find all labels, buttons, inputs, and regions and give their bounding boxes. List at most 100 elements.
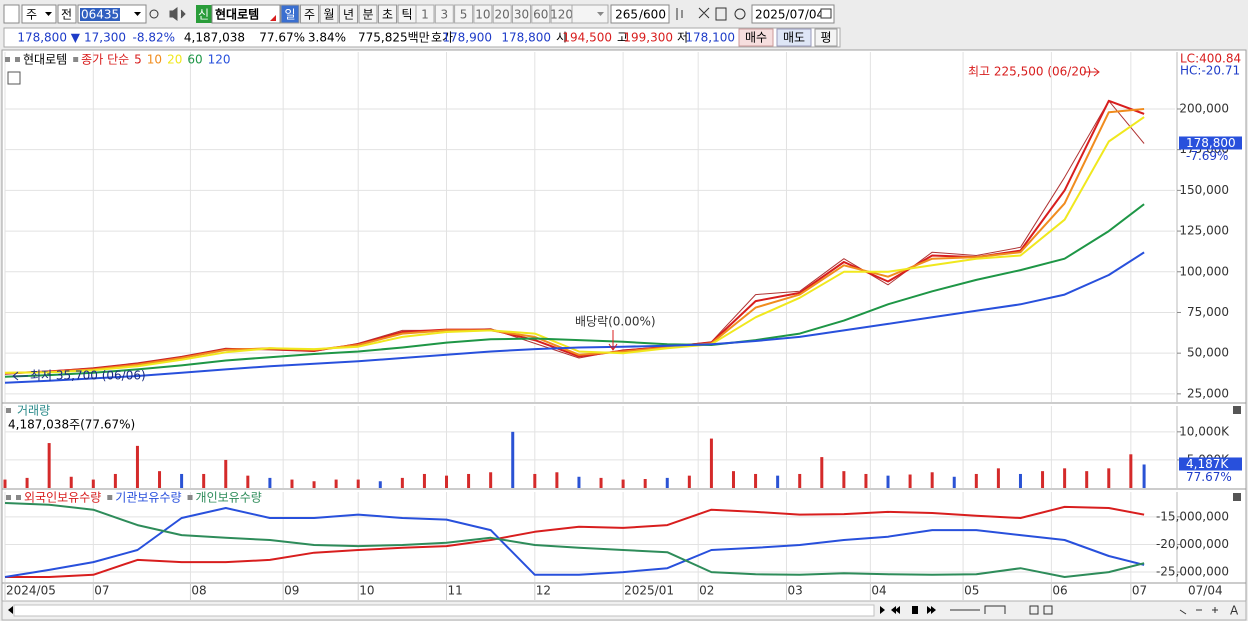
volume-bar xyxy=(246,475,250,488)
grid-toggle[interactable] xyxy=(7,71,21,85)
scroll-left[interactable] xyxy=(8,606,13,614)
label[interactable]: 월 xyxy=(323,8,334,22)
date-input[interactable] xyxy=(751,4,835,24)
quote-volume-ratio: 77.67% xyxy=(259,31,305,45)
search-icon[interactable] xyxy=(149,9,159,19)
legend-item[interactable]: 개인보유수량 xyxy=(196,491,262,505)
scroll-track[interactable] xyxy=(13,604,875,617)
label[interactable]: 10 xyxy=(475,8,490,22)
legend-item[interactable]: 5 xyxy=(134,53,142,67)
legend-swatch xyxy=(107,495,113,500)
label[interactable]: 틱 xyxy=(401,8,412,22)
quote-high: 199,300 xyxy=(623,31,673,45)
volume-bar xyxy=(908,474,912,488)
panel-close[interactable] xyxy=(1233,406,1241,414)
volume-bar xyxy=(422,473,426,488)
label: 2025/07/04 xyxy=(755,8,824,22)
volume-bar xyxy=(511,431,515,488)
interval-button[interactable] xyxy=(454,4,474,24)
volume-bar xyxy=(533,473,537,488)
volume-bar xyxy=(555,472,559,488)
label[interactable]: 30 xyxy=(514,8,529,22)
period-button[interactable] xyxy=(319,4,339,24)
period-button[interactable] xyxy=(358,4,378,24)
label[interactable]: 064350 xyxy=(81,8,127,22)
interval-button[interactable] xyxy=(434,4,454,24)
label[interactable]: 매도 xyxy=(783,31,805,45)
volume-bar xyxy=(69,476,73,488)
label[interactable]: 년 xyxy=(343,8,354,22)
calendar-icon[interactable] xyxy=(820,8,832,19)
y-tick-label: -25,000,000 xyxy=(1156,565,1229,579)
legend-item[interactable]: 현대로템 xyxy=(23,53,67,67)
period-button[interactable] xyxy=(300,4,319,24)
volume-bar xyxy=(754,473,758,488)
legend-item[interactable]: 외국인보유수량 xyxy=(24,491,101,505)
label[interactable]: 120 xyxy=(550,8,573,22)
quote-bid-label: 호가 xyxy=(431,31,453,45)
interval-button[interactable] xyxy=(415,4,435,24)
playback-buttons[interactable] xyxy=(880,606,936,614)
quote-volume: 4,187,038 xyxy=(184,31,245,45)
tool-icons[interactable] xyxy=(676,7,746,21)
period-button[interactable] xyxy=(280,4,300,24)
legend-item[interactable]: 20 xyxy=(167,53,182,67)
x-tick-label: 02 xyxy=(699,584,714,598)
sell-button[interactable] xyxy=(776,28,812,47)
label[interactable]: 주 xyxy=(26,8,37,22)
label[interactable]: 전 xyxy=(61,8,72,22)
buy-button[interactable] xyxy=(738,28,774,47)
label[interactable]: 초 xyxy=(382,8,393,22)
label[interactable]: 주 xyxy=(304,8,315,22)
speaker-icon[interactable] xyxy=(169,7,186,21)
volume-bar xyxy=(312,481,316,488)
dropdown[interactable] xyxy=(21,4,57,24)
x-tick-label: 2024/05 xyxy=(6,584,56,598)
volume-bar xyxy=(599,477,603,488)
label[interactable]: 매수 xyxy=(745,31,767,45)
text-button[interactable]: A xyxy=(1230,604,1239,618)
label[interactable]: 3 xyxy=(440,8,448,22)
period-button[interactable] xyxy=(378,4,397,24)
interval-button[interactable] xyxy=(531,4,551,24)
volume-bar xyxy=(467,473,471,488)
interval-button[interactable] xyxy=(473,4,493,24)
x-end-label: 07/04 xyxy=(1188,584,1223,598)
panel-close[interactable] xyxy=(1233,493,1241,501)
avg-button[interactable] xyxy=(814,28,838,47)
menu-icon[interactable] xyxy=(3,4,20,24)
last-price: 178,800 xyxy=(1186,136,1236,150)
label[interactable]: 60 xyxy=(533,8,548,22)
legend-item[interactable]: 10 xyxy=(147,53,162,67)
legend-swatch xyxy=(6,495,11,500)
label[interactable]: 분 xyxy=(362,8,373,22)
volume-bar xyxy=(290,479,294,488)
high-note: 최고 225,500 (06/20) xyxy=(968,65,1091,79)
quote-low-label: 저 xyxy=(677,31,688,45)
x-tick-label: 03 xyxy=(787,584,802,598)
x-tick-label: 07 xyxy=(94,584,109,598)
legend-item[interactable]: 60 xyxy=(187,53,202,67)
interval-button[interactable] xyxy=(492,4,512,24)
label[interactable]: 일 xyxy=(284,8,295,22)
tool-icons[interactable] xyxy=(950,605,1218,615)
label[interactable]: 20 xyxy=(495,8,510,22)
label[interactable]: 평 xyxy=(820,31,831,45)
label[interactable]: 5 xyxy=(460,8,468,22)
period-button[interactable] xyxy=(339,4,358,24)
legend-item[interactable]: 기관보유수량 xyxy=(115,491,181,505)
quote-open: 194,500 xyxy=(562,31,612,45)
volume-bar xyxy=(47,443,51,488)
label[interactable]: 1 xyxy=(421,8,429,22)
count-input[interactable] xyxy=(610,4,670,24)
interval-button[interactable] xyxy=(512,4,531,24)
volume-bar xyxy=(113,473,117,488)
last-volume-pct: 77.67% xyxy=(1186,470,1232,484)
button[interactable] xyxy=(57,4,77,24)
hc-label: HC:-20.71 xyxy=(1180,64,1240,78)
last-change: -7.69% xyxy=(1186,149,1228,163)
y-tick-label: 10,000K xyxy=(1179,424,1230,438)
dropdown[interactable] xyxy=(571,4,609,24)
legend-item[interactable]: 120 xyxy=(208,53,231,67)
